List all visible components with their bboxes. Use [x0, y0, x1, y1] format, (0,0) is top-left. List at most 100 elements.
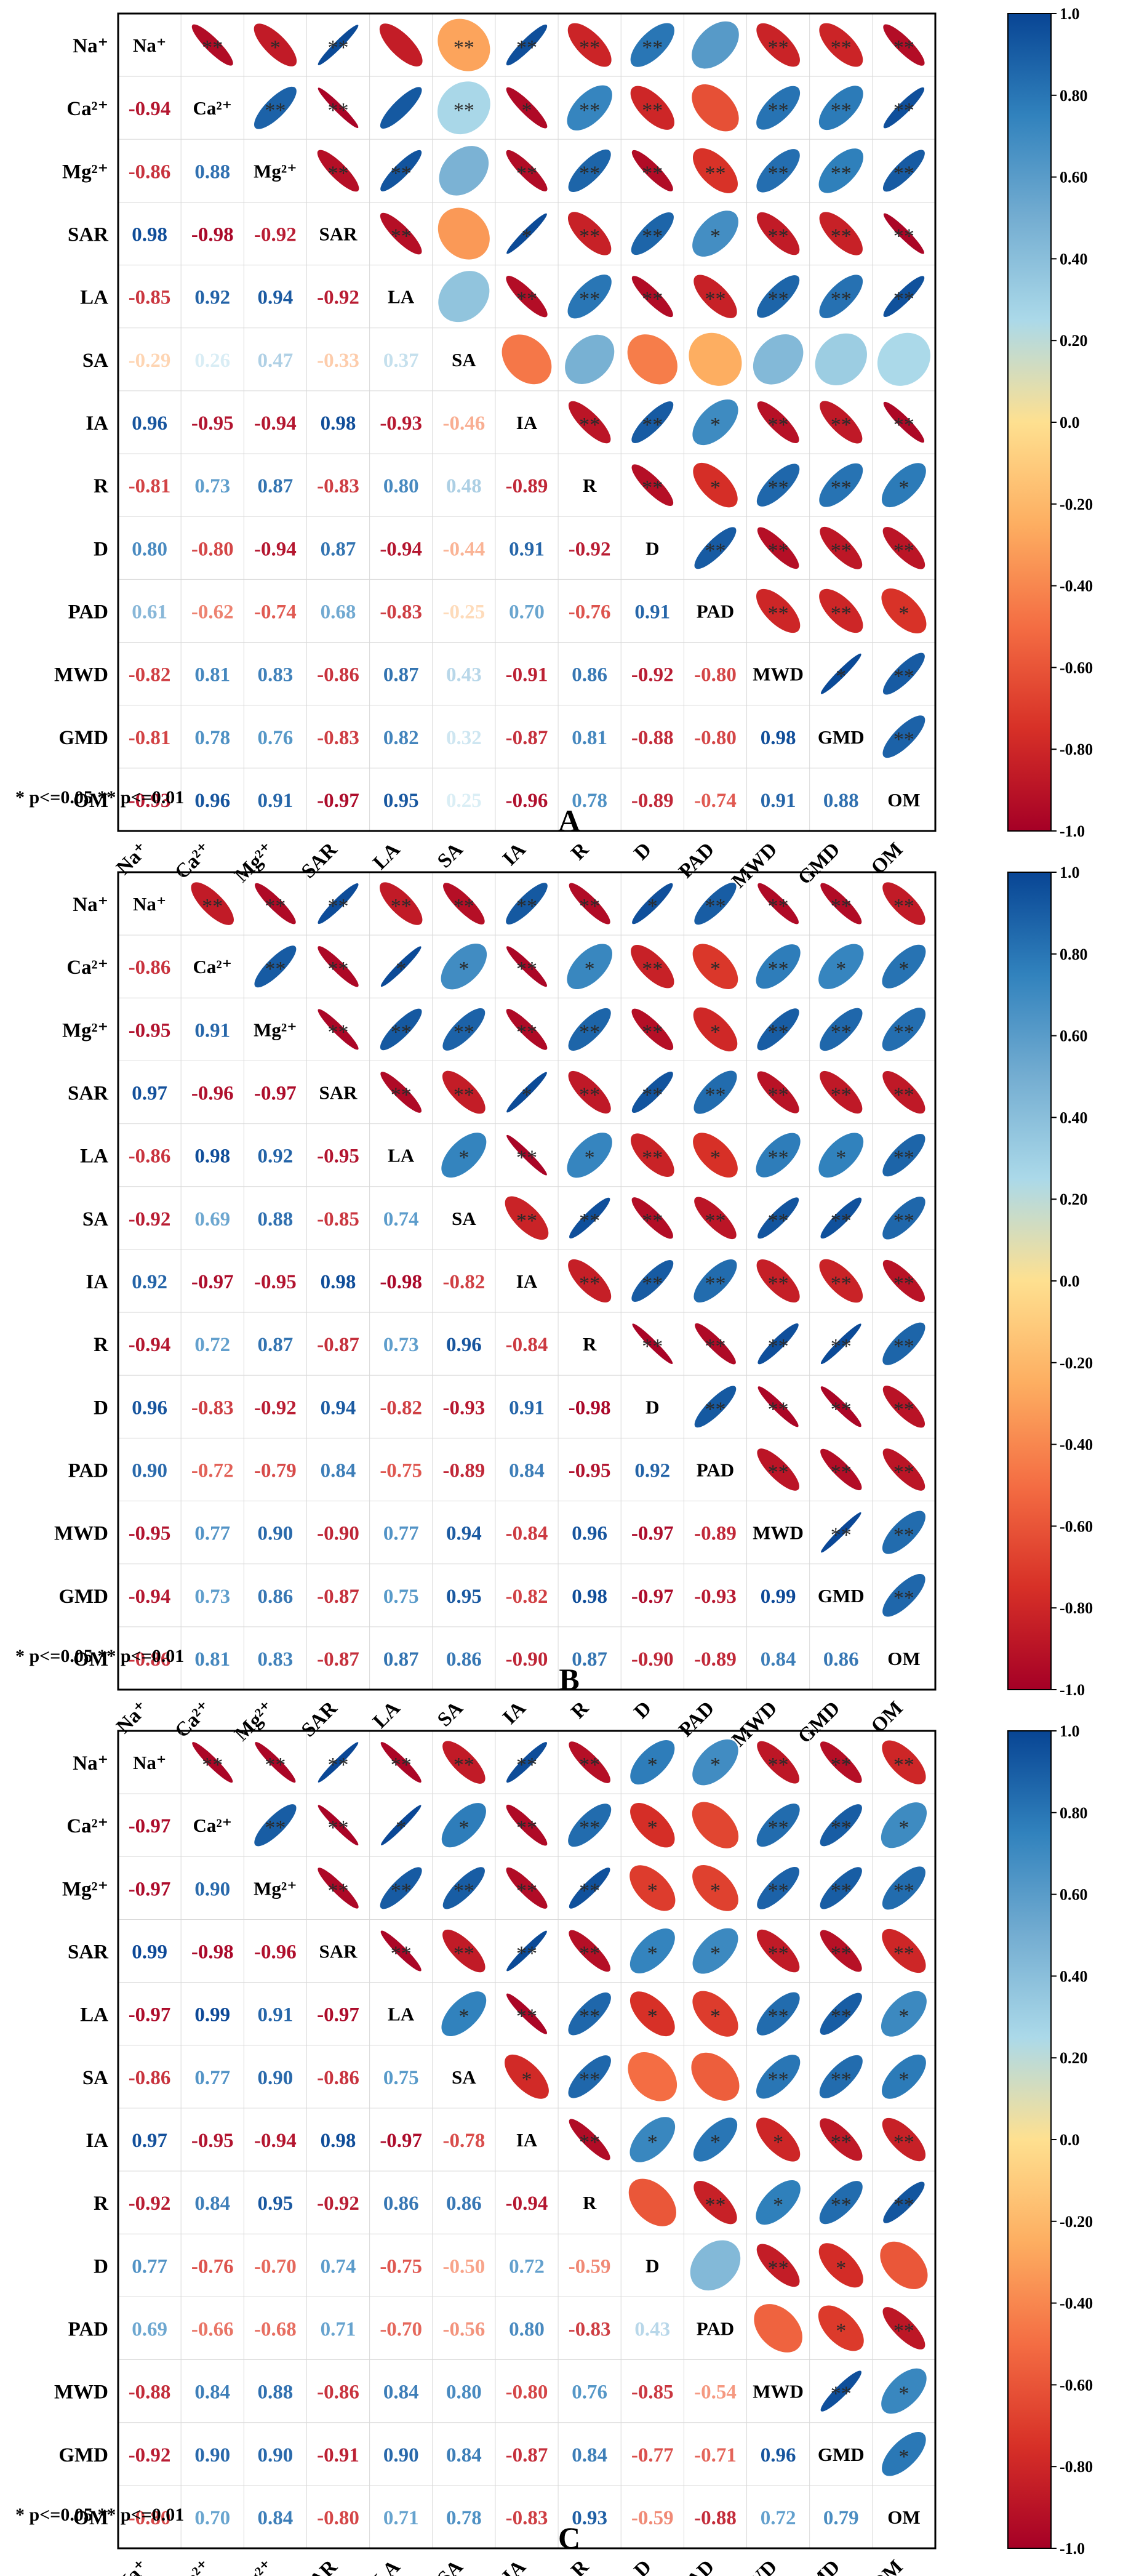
correlation-panel-c: Na⁺ ** ** ** ** ** ** ** * * ** ** **-0.97 Ca²⁺ ** ** * *…	[15, 1722, 1093, 2576]
correlation-ellipse	[820, 883, 862, 925]
significance-marker: **	[893, 1084, 914, 1107]
correlation-ellipse	[379, 882, 423, 925]
correlation-ellipse	[631, 1197, 673, 1239]
significance-marker: **	[454, 1943, 474, 1965]
diagonal-label: Ca²⁺	[193, 1815, 232, 1836]
significance-marker: **	[768, 2005, 789, 2028]
correlation-ellipse	[628, 2052, 677, 2101]
correlation-ellipse	[506, 1993, 548, 2034]
coef-value: -0.82	[380, 1397, 422, 1419]
coef-value: -0.83	[317, 727, 359, 749]
correlation-ellipse	[692, 944, 738, 989]
diagonal-label: IA	[516, 1270, 538, 1292]
coef-value: -0.81	[129, 727, 171, 749]
coef-value: 0.43	[446, 664, 482, 686]
diagonal-label: D	[645, 2255, 659, 2276]
coef-value: -0.93	[380, 412, 422, 435]
coef-value: 0.87	[258, 475, 294, 497]
row-label: GMD	[58, 2444, 108, 2466]
coef-value: -0.98	[569, 1397, 611, 1419]
significance-marker: *	[710, 476, 721, 499]
row-label: Mg²⁺	[62, 1019, 108, 1041]
coef-value: -0.88	[129, 2381, 171, 2404]
coef-value: -0.92	[129, 1208, 171, 1230]
significance-marker: **	[328, 1021, 349, 1043]
correlation-ellipse	[631, 1072, 673, 1113]
correlation-ellipse	[820, 2370, 861, 2412]
coef-value: 0.77	[132, 2255, 167, 2277]
significance-marker: **	[768, 602, 789, 625]
correlation-ellipse	[192, 1742, 233, 1783]
coef-value: -0.87	[317, 1648, 359, 1671]
significance-marker: **	[454, 1084, 474, 1107]
coef-value: -0.83	[506, 2507, 548, 2529]
coef-value: 0.73	[194, 1586, 230, 1608]
row-label: IA	[86, 412, 108, 435]
significance-marker: **	[768, 1147, 789, 1170]
correlation-ellipse	[437, 81, 490, 135]
correlation-ellipse	[883, 24, 925, 66]
significance-marker: **	[265, 958, 286, 981]
coef-value: 0.86	[446, 1648, 482, 1671]
significance-marker: **	[454, 895, 474, 918]
correlation-ellipse	[629, 1865, 676, 1911]
correlation-ellipse	[568, 1259, 612, 1302]
coef-value: 0.82	[383, 727, 419, 749]
correlation-ellipse	[631, 464, 674, 506]
correlation-ellipse	[692, 1739, 738, 1786]
diagonal-label: PAD	[697, 2317, 734, 2339]
diagonal-label: PAD	[697, 1459, 734, 1480]
coef-value: -0.97	[631, 1586, 674, 1608]
significance-marker: **	[768, 162, 789, 185]
significance-marker: **	[579, 225, 600, 248]
coef-value: -0.98	[191, 1941, 234, 1964]
coef-value: -0.75	[380, 2255, 422, 2277]
diagonal-label: OM	[887, 789, 920, 811]
correlation-ellipse	[883, 401, 925, 443]
colorbar-tick-label: -0.20	[1060, 1354, 1093, 1372]
coef-value: 0.37	[383, 350, 419, 372]
coef-value: -0.95	[129, 1019, 171, 1041]
significance-marker: **	[579, 288, 600, 311]
coef-value: -0.83	[191, 1397, 234, 1419]
coef-value: -0.81	[129, 475, 171, 497]
correlation-ellipse	[568, 2055, 611, 2098]
coef-value: 0.73	[194, 475, 230, 497]
correlation-ellipse	[882, 2431, 926, 2476]
coef-value: -0.74	[694, 790, 737, 812]
coef-value: 0.84	[446, 2444, 482, 2466]
coef-value: -0.70	[380, 2318, 422, 2340]
coef-value: 0.81	[194, 1648, 230, 1671]
colorbar-tick-label: -0.60	[1060, 1517, 1093, 1535]
diagonal-label: IA	[516, 412, 538, 433]
correlation-ellipse	[691, 2052, 740, 2101]
correlation-ellipse	[380, 87, 422, 129]
significance-marker: **	[768, 539, 789, 562]
correlation-ellipse	[318, 1805, 359, 1846]
row-label: SAR	[68, 1941, 109, 1964]
correlation-ellipse	[819, 463, 863, 507]
correlation-panel-a: Na⁺ ** * ** ** ** ** ** ** ** **-0.94 Ca²⁺ ** ** ** * **…	[15, 5, 1093, 893]
significance-marker: **	[768, 1754, 789, 1776]
significance-marker: *	[773, 2131, 783, 2154]
colorbar-tick-label: 0.40	[1060, 250, 1088, 268]
significance-marker: **	[893, 1943, 914, 1965]
coef-value: 0.83	[258, 664, 294, 686]
coef-value: -0.33	[317, 350, 359, 372]
colorbar-tick-label: 0.60	[1060, 1027, 1088, 1045]
coef-value: 0.91	[509, 538, 545, 560]
significance-marker: **	[328, 958, 349, 981]
correlation-ellipse	[756, 2117, 801, 2162]
significance-marker: **	[642, 958, 663, 981]
coef-value: -0.85	[129, 287, 171, 309]
correlation-panel-b: Na⁺ ** ** ** ** ** ** ** * ** ** ** **-0.86 Ca²⁺ ** ** *…	[15, 864, 1093, 1751]
significance-marker: **	[642, 1084, 663, 1107]
correlation-ellipse	[438, 207, 490, 260]
significance-marker: **	[893, 1879, 914, 1902]
correlation-ellipse	[380, 212, 422, 255]
significance-marker: **	[516, 1754, 537, 1776]
colorbar-tick-label: -0.60	[1060, 2376, 1093, 2394]
significance-marker: **	[516, 1021, 537, 1043]
significance-marker: **	[391, 225, 412, 248]
coef-value: 0.91	[194, 1019, 230, 1041]
